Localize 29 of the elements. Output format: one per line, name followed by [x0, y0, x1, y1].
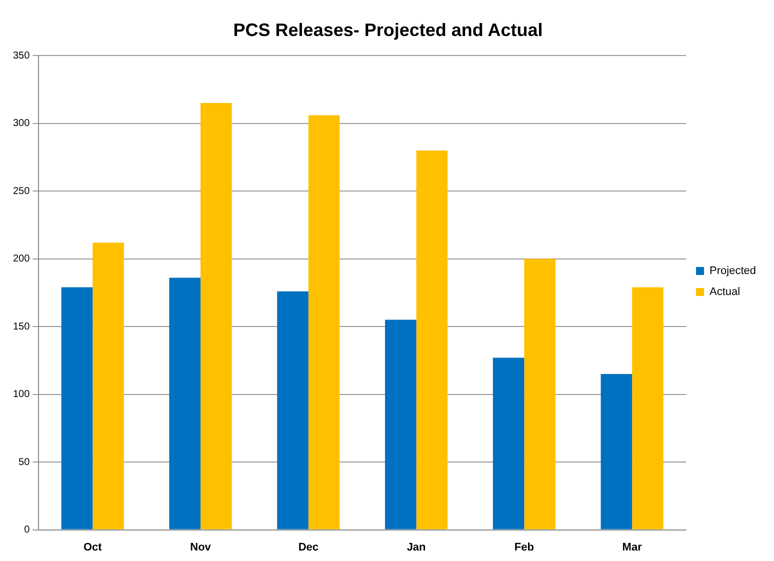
bar: [492, 358, 524, 530]
bar: [416, 150, 448, 530]
bar: [169, 278, 201, 530]
bar: [92, 242, 124, 530]
x-tick-label: Oct: [83, 541, 102, 554]
bar: [632, 287, 664, 530]
x-tick-label: Nov: [190, 541, 212, 554]
bar: [600, 374, 632, 530]
x-tick-label: Mar: [622, 541, 643, 554]
y-tick-label: 50: [18, 456, 30, 468]
y-tick-label: 300: [12, 118, 30, 130]
x-tick-label: Dec: [298, 541, 319, 554]
bar: [524, 258, 556, 530]
bar: [200, 103, 232, 530]
y-tick-label: 0: [24, 524, 30, 536]
legend-label: Actual: [710, 286, 740, 298]
bar: [61, 287, 93, 530]
bar: [385, 320, 416, 530]
y-tick-label: 350: [12, 50, 30, 62]
y-tick-label: 150: [12, 321, 30, 332]
x-tick-label: Feb: [514, 541, 534, 554]
bar: [277, 291, 308, 530]
y-tick-label: 200: [12, 254, 30, 265]
y-tick-label: 100: [12, 389, 30, 400]
bar: [308, 115, 340, 530]
legend-label: Projected: [710, 265, 756, 278]
chart-title: PCS Releases- Projected and Actual: [233, 20, 543, 40]
y-tick-label: 250: [12, 186, 30, 197]
x-tick-label: Jan: [406, 541, 426, 554]
